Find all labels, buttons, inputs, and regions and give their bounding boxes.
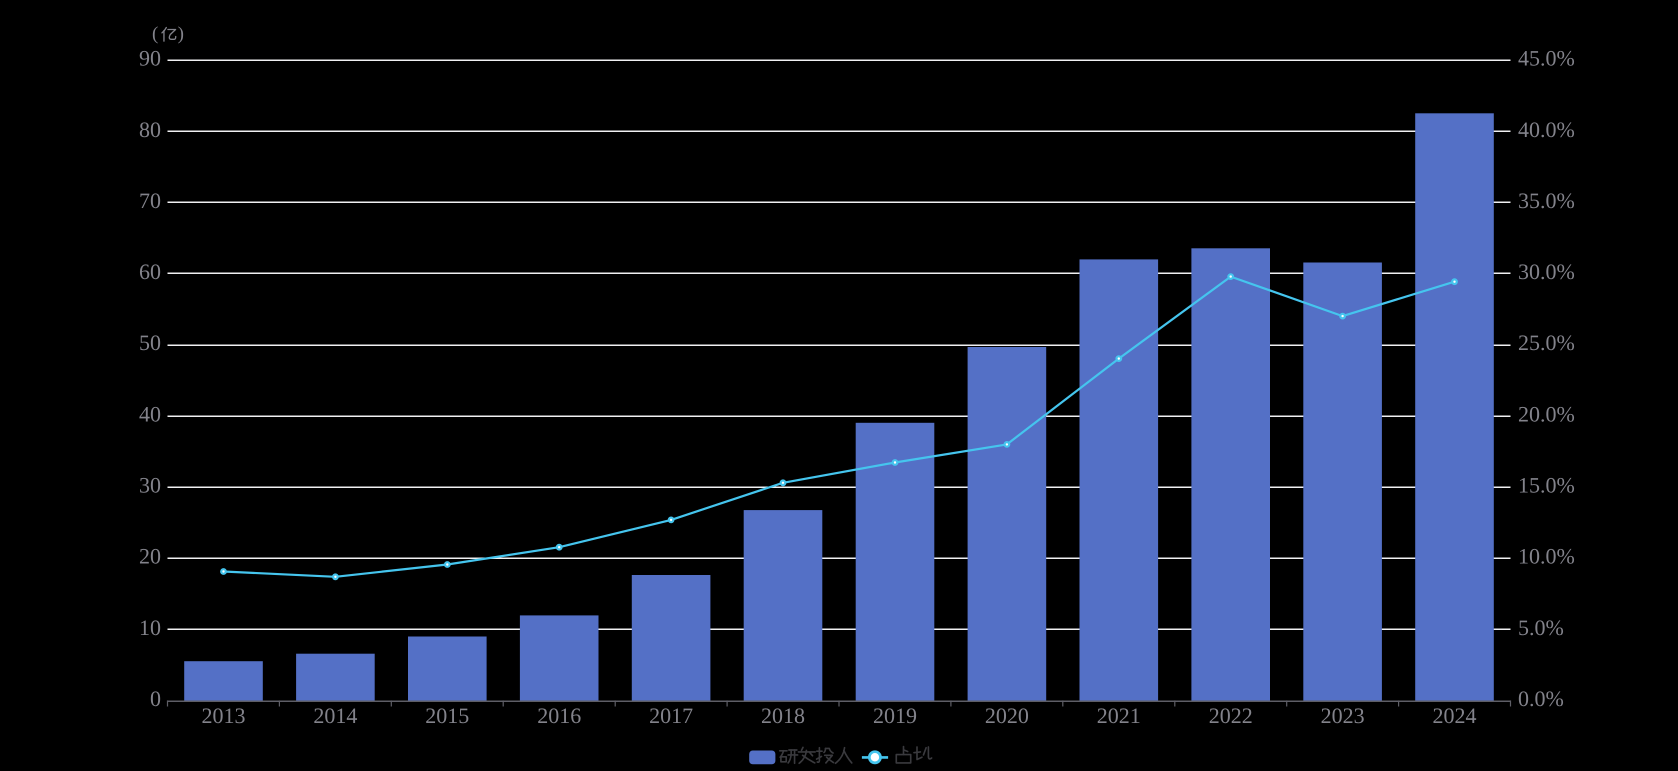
svg-text:2020: 2020	[985, 703, 1029, 728]
svg-text:30: 30	[139, 473, 161, 498]
svg-text:15.0%: 15.0%	[1518, 473, 1575, 498]
svg-text:): )	[178, 24, 184, 45]
svg-text:2019: 2019	[873, 703, 917, 728]
svg-text:25.0%: 25.0%	[1518, 330, 1575, 355]
svg-text:2022: 2022	[1209, 703, 1253, 728]
svg-text:70: 70	[139, 188, 161, 213]
svg-text:2016: 2016	[537, 703, 581, 728]
svg-text:40: 40	[139, 401, 161, 426]
svg-text:0: 0	[150, 686, 161, 711]
svg-text:20: 20	[139, 544, 161, 569]
svg-text:30.0%: 30.0%	[1518, 259, 1575, 284]
svg-text:2014: 2014	[313, 703, 357, 728]
svg-text:(: (	[152, 24, 158, 45]
svg-text:2021: 2021	[1097, 703, 1141, 728]
svg-text:2024: 2024	[1433, 703, 1477, 728]
svg-text:2017: 2017	[649, 703, 693, 728]
svg-text:50: 50	[139, 330, 161, 355]
svg-text:35.0%: 35.0%	[1518, 188, 1575, 213]
svg-text:0.0%: 0.0%	[1518, 686, 1564, 711]
svg-text:60: 60	[139, 259, 161, 284]
svg-text:2023: 2023	[1321, 703, 1365, 728]
svg-text:2018: 2018	[761, 703, 805, 728]
svg-text:20.0%: 20.0%	[1518, 401, 1575, 426]
svg-text:10.0%: 10.0%	[1518, 544, 1575, 569]
svg-text:40.0%: 40.0%	[1518, 117, 1575, 142]
svg-text:5.0%: 5.0%	[1518, 615, 1564, 640]
svg-text:80: 80	[139, 117, 161, 142]
svg-text:2015: 2015	[425, 703, 469, 728]
svg-text:45.0%: 45.0%	[1518, 46, 1575, 71]
svg-text:10: 10	[139, 615, 161, 640]
svg-text:90: 90	[139, 46, 161, 71]
svg-text:2013: 2013	[202, 703, 246, 728]
